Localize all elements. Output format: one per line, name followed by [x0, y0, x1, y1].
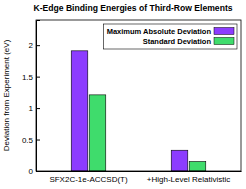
bars — [71, 51, 206, 171]
x-tick-label: SFX2C-1e-ACCSD(T) — [49, 175, 128, 184]
y-tick-label: 2 — [29, 41, 34, 50]
plot: 0 0.5 1 1.5 2 SFX2C-1e-ACCSD(T) +High-Level Re… — [22, 20, 242, 184]
legend-item: Maximum Absolute Deviation — [107, 27, 234, 36]
legend-item: Standard Deviation — [143, 37, 234, 46]
y-tick-mark — [36, 45, 40, 46]
legend-swatch — [214, 38, 234, 45]
title: K-Edge Binding Energies of Third-Row Ele… — [33, 3, 232, 13]
chart: K-Edge Binding Energies of Third-Row Ele… — [0, 0, 246, 189]
y-axis-line — [37, 21, 41, 172]
bar — [189, 162, 206, 171]
y-axis-title: Deviation from Experiment (eV) — [2, 39, 11, 151]
y-tick-label: 1 — [29, 104, 34, 113]
x-axis: SFX2C-1e-ACCSD(T) +High-Level Relativisti… — [37, 171, 242, 184]
legend-swatch — [214, 28, 234, 35]
y-tick-mark — [36, 140, 40, 141]
y-tick: 0.5 — [22, 136, 40, 145]
y-axis: 0 0.5 1 1.5 2 — [22, 21, 40, 177]
legend-box — [104, 24, 237, 49]
bar — [89, 95, 106, 171]
legend-label: Standard Deviation — [143, 37, 212, 46]
legend-label: Maximum Absolute Deviation — [107, 27, 212, 36]
plot-frame — [36, 20, 241, 171]
x-axis-line — [37, 171, 242, 172]
y-tick-mark — [36, 108, 40, 109]
y-tick-label: 1.5 — [22, 73, 34, 82]
x-tick: SFX2C-1e-ACCSD(T) — [49, 171, 128, 184]
y-tick-label: 0 — [29, 167, 34, 176]
y-tick-label: 0.5 — [22, 136, 34, 145]
x-tick-label: +High-Level Relativistic — [147, 175, 230, 184]
y-tick-mark — [36, 77, 40, 78]
legend: Maximum Absolute DeviationStandard Devia… — [104, 24, 237, 49]
bar — [71, 51, 88, 171]
y-tick: 2 — [29, 41, 40, 50]
bar — [171, 150, 188, 171]
x-tick: +High-Level Relativistic — [147, 171, 230, 184]
y-tick: 1 — [29, 104, 40, 113]
y-tick: 1.5 — [22, 73, 40, 82]
